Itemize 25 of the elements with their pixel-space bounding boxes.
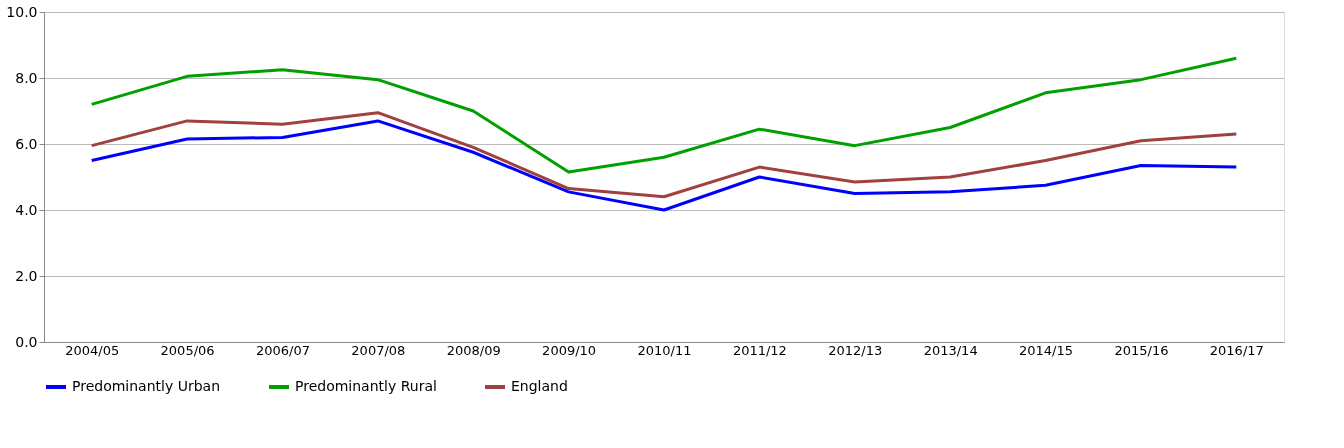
x-tick-label: 2012/13 <box>828 342 883 358</box>
y-tick-label: 0.0 <box>15 333 38 350</box>
x-tick-label: 2011/12 <box>732 342 787 358</box>
x-tick-label: 2013/14 <box>923 342 978 358</box>
y-tick-label: 4.0 <box>15 201 38 218</box>
y-tick-label: 10.0 <box>6 3 38 20</box>
y-tick-label: 8.0 <box>15 69 38 86</box>
legend-label: Predominantly Urban <box>72 378 221 394</box>
line-series <box>90 56 1238 174</box>
x-tick-label: 2008/09 <box>446 342 501 358</box>
x-tick-label: 2007/08 <box>351 342 406 358</box>
y-tick-label: 6.0 <box>15 135 38 152</box>
x-tick-label: 2004/05 <box>65 342 120 358</box>
x-tick-label: 2010/11 <box>637 342 692 358</box>
legend-label: Predominantly Rural <box>295 378 437 394</box>
x-tick-label: 2006/07 <box>255 342 310 358</box>
x-tick-label: 2014/15 <box>1019 342 1074 358</box>
x-tick-label: 2009/10 <box>542 342 597 358</box>
legend-label: England <box>511 378 568 394</box>
x-tick-label: 2016/17 <box>1209 342 1264 358</box>
x-tick-label: 2005/06 <box>160 342 215 358</box>
line-series <box>90 111 1238 199</box>
x-tick-label: 2015/16 <box>1114 342 1169 358</box>
line-series <box>90 119 1238 212</box>
y-tick-label: 2.0 <box>15 267 38 284</box>
